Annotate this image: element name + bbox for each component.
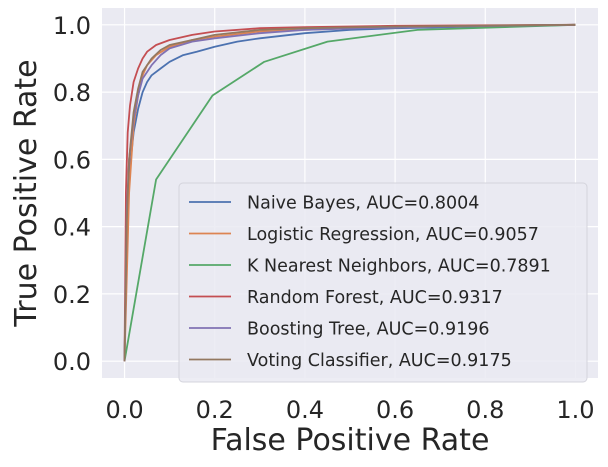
legend-label-naive-bayes: Naive Bayes, AUC=0.8004: [247, 194, 479, 214]
legend-label-voting-classifier: Voting Classifier, AUC=0.9175: [247, 351, 512, 371]
series-line-voting-classifier: [123, 23, 576, 362]
legend-label-logistic-regression: Logistic Regression, AUC=0.9057: [247, 225, 539, 245]
y-tick-label: 0.6: [53, 146, 91, 174]
x-tick-label: 1.0: [556, 396, 594, 424]
x-axis-label: False Positive Rate: [211, 423, 490, 458]
x-tick-label: 0.2: [196, 396, 234, 424]
x-tick-label: 0.4: [286, 396, 324, 424]
x-tick-label: 0.6: [376, 396, 414, 424]
x-tick-labels: 0.0 0.2 0.4 0.6 0.8 1.0: [105, 396, 594, 424]
y-tick-label: 0.4: [53, 214, 91, 242]
y-tick-label: 0.8: [53, 79, 91, 107]
series-line-k-nearest-neighbors: [123, 23, 576, 362]
y-tick-label: 0.0: [53, 348, 91, 376]
legend: Naive Bayes, AUC=0.8004 Logistic Regressi…: [178, 182, 588, 383]
series-layer: [123, 23, 576, 362]
series-line-random-forest: [123, 23, 576, 362]
series-line-naive-bayes: [123, 23, 576, 362]
legend-label-k-nearest-neighbors: K Nearest Neighbors, AUC=0.7891: [247, 257, 551, 277]
y-tick-label: 1.0: [53, 12, 91, 40]
y-axis-label: True Positive Rate: [9, 59, 44, 327]
y-tick-labels: 0.0 0.2 0.4 0.6 0.8 1.0: [53, 12, 91, 376]
y-tick-label: 0.2: [53, 281, 91, 309]
legend-label-boosting-tree: Boosting Tree, AUC=0.9196: [247, 320, 490, 340]
x-tick-label: 0.0: [105, 396, 143, 424]
legend-box: [178, 182, 588, 383]
x-tick-label: 0.8: [466, 396, 504, 424]
legend-label-random-forest: Random Forest, AUC=0.9317: [247, 288, 503, 308]
